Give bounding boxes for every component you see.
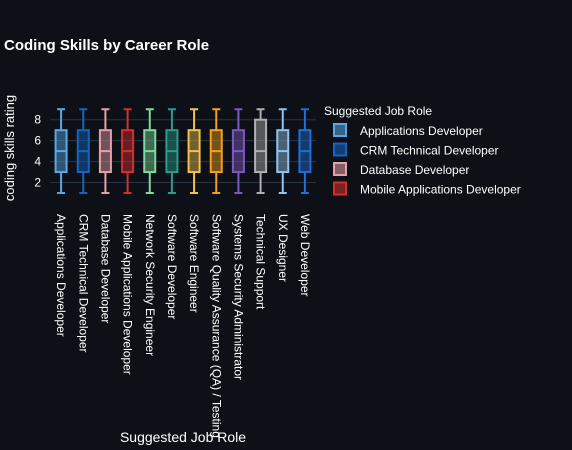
legend: Suggested Job Role Applications Develope…	[324, 104, 521, 197]
y-tick-label-2: 2	[34, 176, 41, 190]
x-tick-label-1: Applications Developer	[54, 214, 68, 337]
x-tick-label-3: Database Developer	[98, 214, 112, 323]
legend-item-4[interactable]: Mobile Applications Developer	[333, 181, 521, 197]
x-tick-label-6: Software Developer	[165, 214, 179, 319]
x-tick-label-10: Technical Support	[254, 214, 268, 310]
y-tick-label-6: 6	[34, 134, 41, 148]
x-tick-label-11: UX Designer	[276, 214, 290, 282]
legend-label: Mobile Applications Developer	[360, 183, 521, 197]
x-tick-label-9: Systems Security Administrator	[231, 214, 245, 380]
legend-swatch	[333, 181, 347, 196]
boxes	[54, 108, 312, 194]
box-5	[143, 108, 157, 194]
legend-label: Database Developer	[360, 163, 469, 177]
box-11	[276, 108, 290, 194]
box-4	[121, 108, 135, 194]
legend-items: Applications Developer CRM Technical Deve…	[333, 123, 521, 197]
x-tick-labels: Applications Developer CRM Technical Deve…	[54, 214, 312, 438]
y-axis-label: coding skills rating	[2, 95, 17, 201]
x-tick-label-5: Network Security Engineer	[143, 214, 157, 356]
box-3	[98, 108, 112, 194]
box-6	[165, 108, 179, 194]
legend-swatch	[333, 142, 347, 157]
x-tick-label-7: Software Engineer	[187, 214, 201, 313]
box-12	[298, 108, 312, 194]
y-tick-label-8: 8	[34, 113, 41, 127]
box-2	[76, 108, 90, 194]
legend-swatch	[333, 123, 347, 137]
box-body	[254, 118, 268, 174]
grid-lines	[50, 119, 316, 184]
x-axis-label: Suggested Job Role	[120, 429, 246, 445]
box-7	[187, 108, 201, 194]
legend-item-2[interactable]: CRM Technical Developer	[333, 142, 499, 158]
box-9	[231, 108, 245, 194]
legend-label: Applications Developer	[360, 124, 483, 138]
x-tick-label-2: CRM Technical Developer	[76, 214, 90, 353]
legend-item-1[interactable]: Applications Developer	[333, 123, 483, 138]
y-tick-labels: 2 4 6 8	[34, 113, 41, 190]
legend-swatch	[333, 162, 347, 176]
legend-label: CRM Technical Developer	[360, 144, 499, 158]
chart-title: Coding Skills by Career Role	[4, 37, 209, 54]
legend-item-3[interactable]: Database Developer	[333, 162, 469, 177]
box-10	[254, 108, 268, 194]
x-tick-label-8: Software Quality Assurance (QA) / Testin…	[209, 214, 223, 438]
y-tick-label-4: 4	[34, 155, 41, 169]
box-8	[209, 108, 223, 194]
x-tick-label-12: Web Developer	[298, 214, 312, 297]
legend-title: Suggested Job Role	[324, 104, 432, 118]
box-1	[54, 108, 68, 194]
x-tick-label-4: Mobile Applications Developer	[121, 214, 135, 375]
